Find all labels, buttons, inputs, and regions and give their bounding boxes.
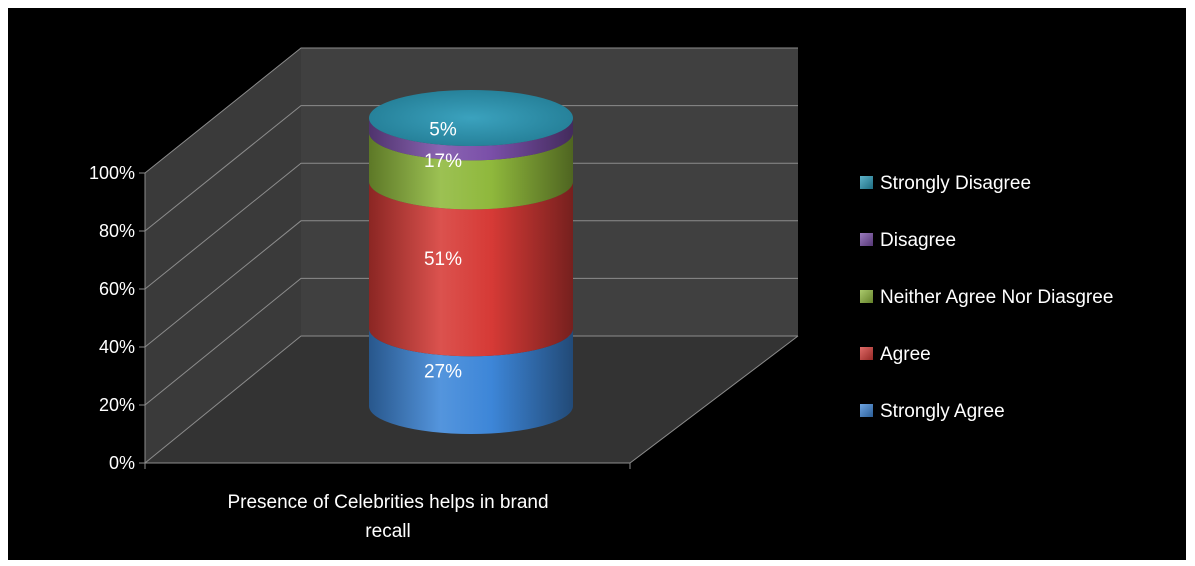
- floor-edge: [629, 335, 799, 464]
- cylinder-segment: [369, 181, 573, 357]
- legend-item: Strongly Agree: [860, 401, 1005, 422]
- legend-item: Agree: [860, 344, 931, 365]
- legend-label: Strongly Disagree: [880, 173, 1031, 194]
- category-label: Presence of Celebrities helps in brand: [227, 492, 548, 513]
- gridline: [144, 220, 798, 348]
- y-tick-label: 20%: [99, 395, 135, 415]
- data-label: 51%: [424, 249, 462, 270]
- legend-item: Disagree: [860, 230, 956, 251]
- gridline: [144, 335, 798, 464]
- cylinder-segment: [369, 132, 573, 210]
- cylinder-segment: [369, 328, 573, 434]
- y-tick-label: 100%: [89, 163, 135, 183]
- category-label: recall: [365, 521, 410, 542]
- data-label: 17%: [424, 151, 462, 172]
- y-axis: 0% 20% 40% 60% 80% 100%: [89, 163, 799, 473]
- cylinder-segment: [369, 118, 573, 161]
- y-tick-label: 40%: [99, 337, 135, 357]
- legend-swatch: [860, 404, 873, 417]
- gridline: [144, 162, 798, 290]
- legend-swatch: [860, 176, 873, 189]
- data-labels: 27% 51% 17% 5%: [424, 119, 462, 382]
- chart-area: 0% 20% 40% 60% 80% 100% 27% 51% 17% 5% Presence …: [8, 8, 1186, 560]
- legend-label: Disagree: [880, 230, 956, 251]
- gridline: [144, 105, 798, 232]
- side-wall: [145, 48, 301, 463]
- legend-swatch: [860, 347, 873, 360]
- gridlines: [144, 47, 798, 464]
- y-tick-label: 80%: [99, 221, 135, 241]
- data-label: 27%: [424, 361, 462, 382]
- legend-swatch: [860, 290, 873, 303]
- legend-label: Strongly Agree: [880, 401, 1005, 422]
- legend-item: Neither Agree Nor Diasgree: [860, 287, 1113, 308]
- x-axis: Presence of Celebrities helps in brand re…: [227, 492, 548, 542]
- cylinder-top: [369, 90, 573, 146]
- gridline: [144, 47, 798, 174]
- legend-swatch: [860, 233, 873, 246]
- chart-svg: 0% 20% 40% 60% 80% 100% 27% 51% 17% 5% Presence …: [89, 47, 1113, 542]
- legend-label: Agree: [880, 344, 931, 365]
- data-label: 5%: [429, 119, 457, 140]
- legend-item: Strongly Disagree: [860, 173, 1031, 194]
- legend-label: Neither Agree Nor Diasgree: [880, 287, 1113, 308]
- legend: Strongly Disagree Disagree Neither Agree N…: [860, 173, 1113, 422]
- cylinder-stack: [369, 90, 573, 434]
- y-tick-label: 0%: [109, 453, 135, 473]
- y-tick-label: 60%: [99, 279, 135, 299]
- gridline: [144, 277, 798, 406]
